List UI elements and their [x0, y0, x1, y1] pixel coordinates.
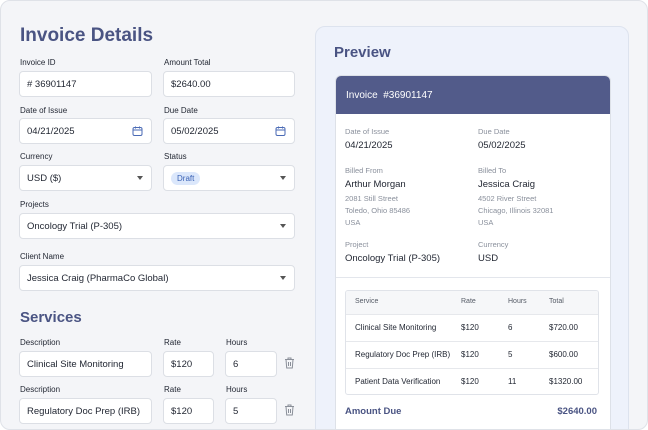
select[interactable]: Draft: [163, 165, 295, 191]
select[interactable]: Jessica Craig (PharmaCo Global): [19, 265, 295, 291]
field-label: Rate: [164, 338, 181, 347]
field-value: Jessica Craig (PharmaCo Global): [27, 272, 169, 284]
address-line: 4502 River Street: [478, 194, 537, 203]
party-name: Arthur Morgan: [345, 179, 406, 190]
info-label: Billed To: [478, 166, 507, 175]
info-label: Date of Issue: [345, 127, 390, 136]
text-input[interactable]: $2640.00: [163, 71, 295, 97]
invoice-number: #36901147: [383, 89, 433, 101]
invoice-card: Invoice #36901147: [335, 75, 611, 429]
date-input[interactable]: 04/21/2025: [19, 118, 152, 144]
divider: [336, 277, 610, 278]
field-label: Description: [20, 338, 61, 347]
field-label: Date of Issue: [20, 106, 68, 115]
date-input[interactable]: 05/02/2025: [163, 118, 295, 144]
field-value: 5: [233, 405, 239, 417]
form-title: Invoice Details: [20, 25, 154, 46]
info-value: 04/21/2025: [345, 140, 393, 151]
field-label: Invoice ID: [20, 58, 56, 67]
table-cell: Regulatory Doc Prep (IRB): [355, 350, 451, 359]
table-cell: Clinical Site Monitoring: [355, 323, 437, 332]
address-line: 2081 Still Street: [345, 194, 398, 203]
field-label: Status: [164, 152, 187, 161]
chevron: [280, 176, 286, 180]
table-cell: $600.00: [549, 350, 578, 359]
table-cell: $720.00: [549, 323, 578, 332]
text-input[interactable]: 6: [225, 351, 277, 377]
info-value: USD: [478, 253, 499, 264]
address-line: USA: [345, 218, 361, 227]
preview-title: Preview: [334, 44, 391, 61]
field-label: Due Date: [164, 106, 198, 115]
field-label: Hours: [226, 338, 248, 347]
field-value: USD ($): [27, 172, 62, 184]
info-value: 05/02/2025: [478, 140, 526, 151]
table-cell: $120: [461, 323, 479, 332]
address-line: Chicago, Illinois 32081: [478, 206, 554, 215]
chevron: [280, 276, 286, 280]
info-value: Oncology Trial (P-305): [345, 253, 441, 264]
status-badge: Draft: [171, 171, 201, 185]
section-title: Services: [20, 309, 82, 326]
table-cell: $120: [461, 350, 479, 359]
table-cell: 5: [508, 350, 513, 359]
field-label: Rate: [164, 385, 181, 394]
table-cell: 6: [508, 323, 513, 332]
party-name: Jessica Craig: [478, 179, 536, 190]
field-label: Client Name: [20, 252, 65, 261]
select[interactable]: USD ($): [19, 165, 152, 191]
info-label: Project: [345, 240, 369, 249]
chevron: [280, 224, 286, 228]
text-input[interactable]: # 36901147: [19, 71, 152, 97]
field-label: Description: [20, 385, 61, 394]
invoice-label: Invoice: [346, 89, 378, 101]
calendar-icon: [275, 126, 286, 136]
field-label: Projects: [20, 200, 49, 209]
field-value: $2640.00: [171, 78, 211, 90]
table-cell: $120: [461, 377, 479, 386]
info-label: Billed From: [345, 166, 383, 175]
field-value: $120: [171, 358, 193, 370]
table-cell: Patient Data Verification: [355, 377, 441, 386]
table-cell: $1320.00: [549, 377, 583, 386]
text-input[interactable]: 5: [225, 398, 277, 424]
column-header: Hours: [508, 298, 527, 305]
field-value: Oncology Trial (P-305): [27, 220, 123, 232]
invoice-header: Invoice #36901147: [336, 76, 610, 114]
field-value: Regulatory Doc Prep (IRB): [27, 405, 140, 417]
column-header: Rate: [461, 298, 476, 305]
select[interactable]: Oncology Trial (P-305): [19, 213, 295, 239]
table-header: [346, 291, 598, 315]
field-value: # 36901147: [27, 78, 77, 90]
field-value: 04/21/2025: [27, 125, 75, 137]
delete-button[interactable]: [284, 404, 295, 416]
table-cell: 11: [508, 377, 517, 386]
row-divider: [346, 368, 598, 369]
column-header: Total: [549, 298, 564, 305]
text-input[interactable]: Regulatory Doc Prep (IRB): [19, 398, 152, 424]
row-divider: [346, 341, 598, 342]
calendar-icon: [132, 126, 143, 136]
amount-due-label: Amount Due: [345, 406, 402, 417]
field-value: 05/02/2025: [171, 125, 219, 137]
address-line: USA: [478, 218, 494, 227]
delete-button[interactable]: [284, 357, 295, 369]
info-label: Currency: [478, 240, 509, 249]
field-value: $120: [171, 405, 193, 417]
services-table: Service Rate Hours Total Clinical Site Monit…: [345, 290, 599, 395]
field-label: Currency: [20, 152, 53, 161]
info-label: Due Date: [478, 127, 510, 136]
field-label: Amount Total: [164, 58, 211, 67]
text-input[interactable]: $120: [163, 351, 214, 377]
amount-due-value: $2640.00: [557, 406, 597, 417]
field-label: Hours: [226, 385, 248, 394]
column-header: Service: [355, 298, 379, 305]
chevron: [137, 176, 143, 180]
text-input[interactable]: $120: [163, 398, 214, 424]
text-input[interactable]: Clinical Site Monitoring: [19, 351, 152, 377]
field-value: Clinical Site Monitoring: [27, 358, 124, 370]
address-line: Toledo, Ohio 85486: [345, 206, 411, 215]
field-value: 6: [233, 358, 239, 370]
